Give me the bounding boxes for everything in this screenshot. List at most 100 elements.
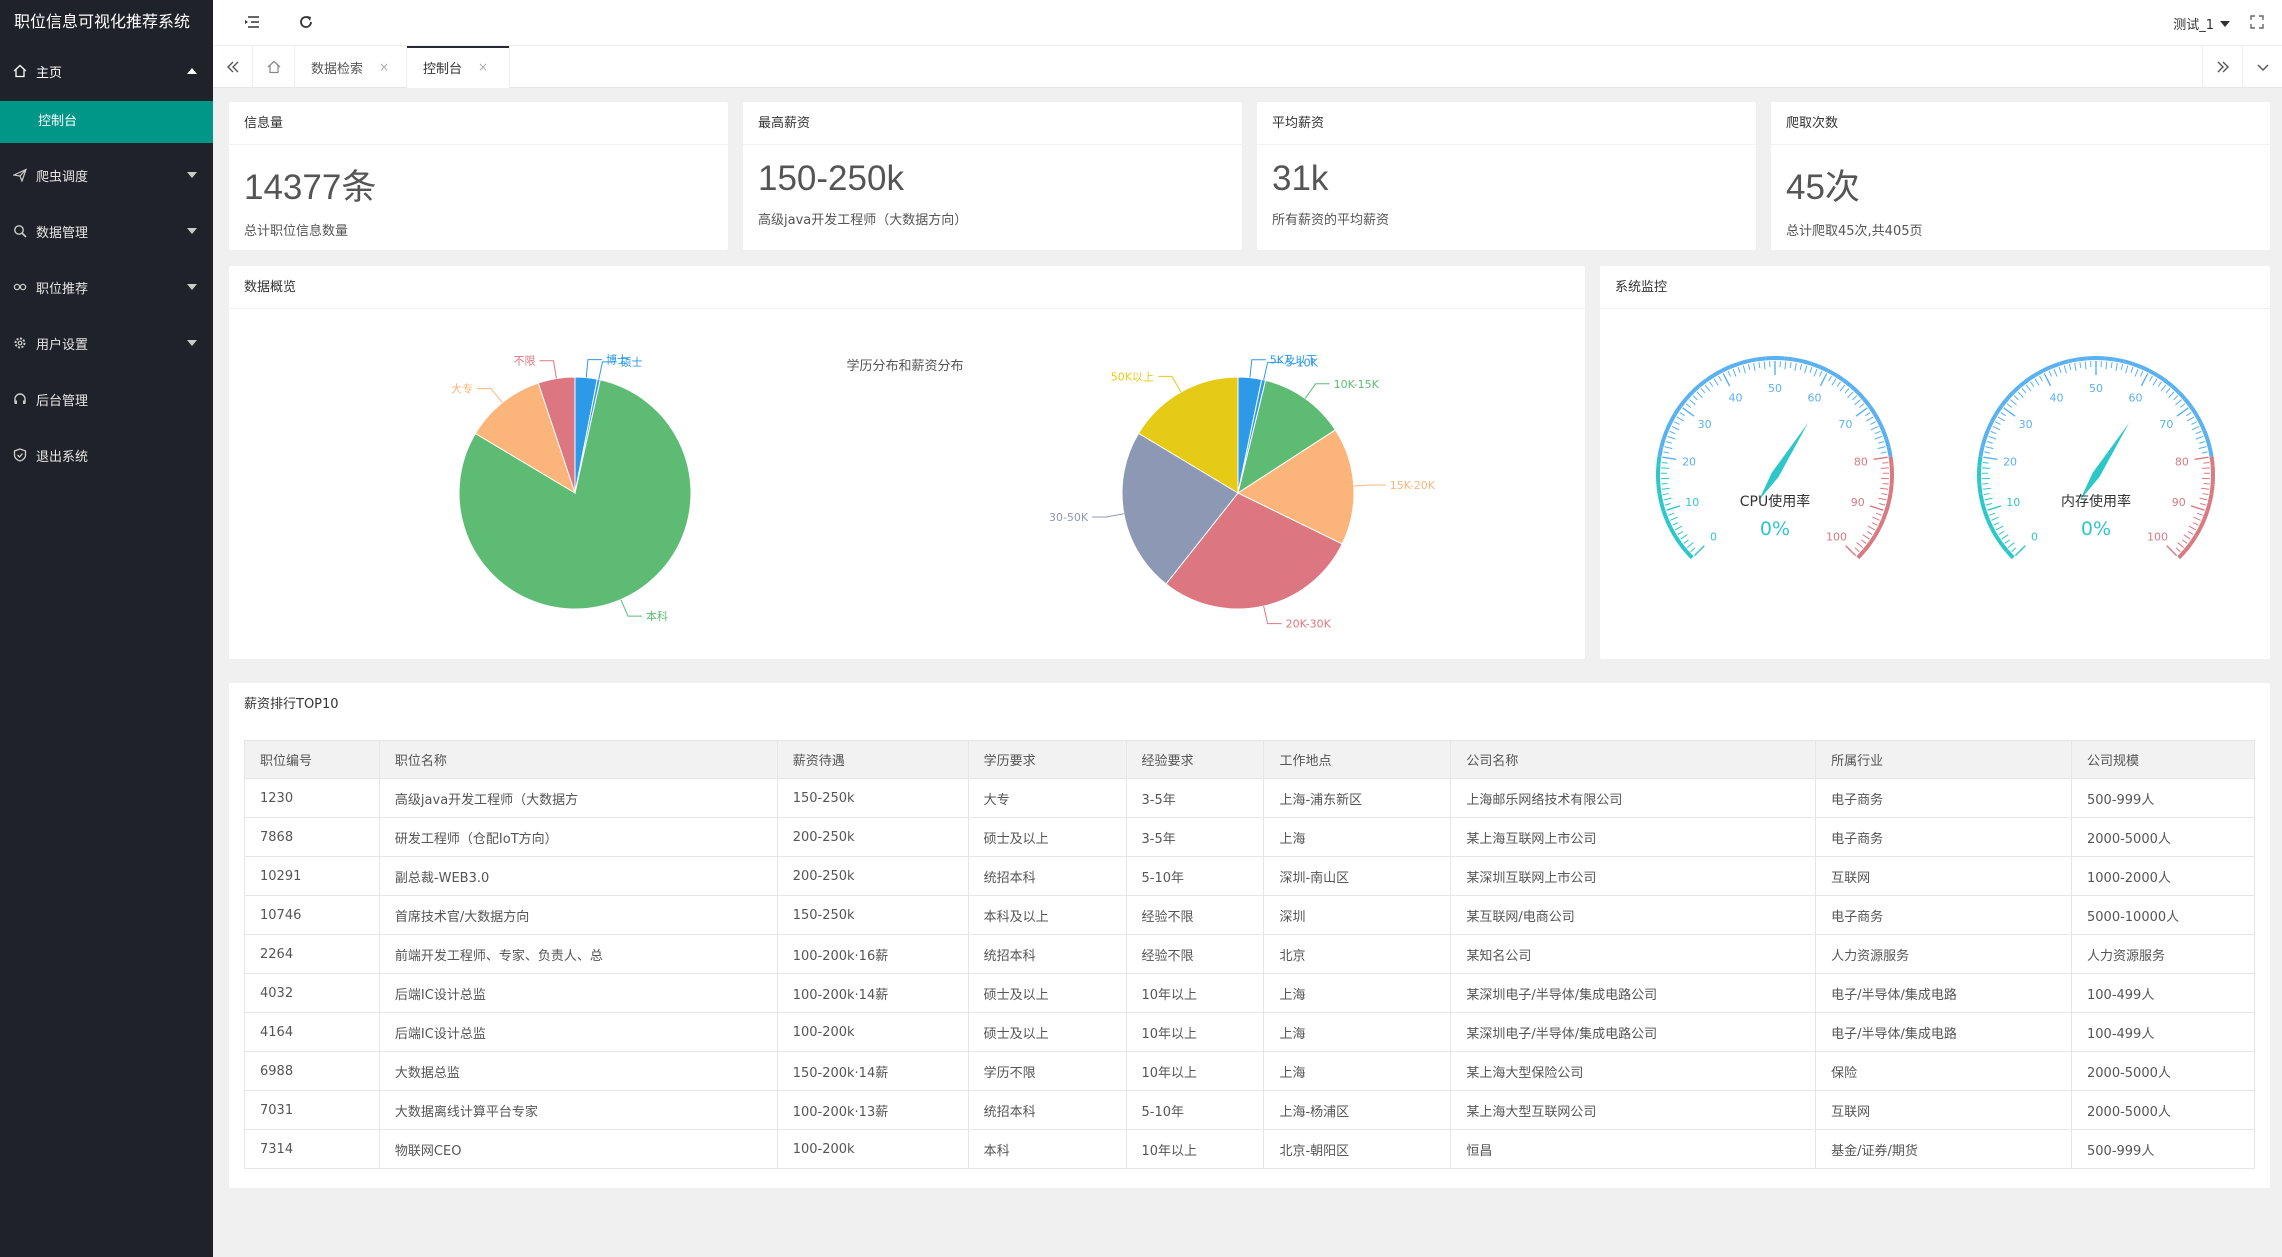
gauge-tick	[2034, 378, 2040, 386]
table-row[interactable]: 7314 物联网CEO 100-200k 本科 10年以上 北京-朝阳区 恒昌 基金/证券/期…	[244, 1129, 2255, 1169]
tab-console[interactable]: 控制台 ×	[407, 46, 510, 88]
gauge-arc-segment	[2183, 397, 2193, 408]
gauge-pointer	[1758, 422, 1809, 501]
user-menu[interactable]: 测试_1	[2173, 14, 2230, 33]
chevron-down-icon	[2257, 64, 2268, 71]
sidebar-item-admin[interactable]: 后台管理	[0, 371, 213, 427]
gauge-arc-segment	[1810, 361, 1821, 369]
table-cell: 上海邮乐网络技术有限公司	[1450, 778, 1817, 818]
sidebar-item-recommend[interactable]: 职位推荐	[0, 259, 213, 315]
gauge-tick	[1847, 391, 1854, 399]
table-cell: 4164	[244, 1012, 380, 1052]
pie-slice[interactable]	[1165, 492, 1343, 610]
table-row[interactable]: 4164 后端IC设计总监 100-200k 硕士及以上 10年以上 上海 某深圳电子/半导…	[244, 1012, 2255, 1052]
stat-title: 爬取次数	[1771, 102, 2270, 145]
table-cell: 北京	[1263, 934, 1452, 974]
gauge-tick-label: 30	[2019, 418, 2033, 431]
pie-slice[interactable]	[1121, 432, 1239, 585]
gauge-arc-segment	[1980, 438, 1987, 449]
sidebar: 职位信息可视化推荐系统 主页 控制台 爬虫调度 数据管理 职位推荐 用户设置	[0, 0, 213, 1257]
table-row[interactable]: 4032 后端IC设计总监 100-200k·14薪 硕士及以上 10年以上 上海 某深圳电…	[244, 973, 2255, 1013]
gauge-arc-segment	[2183, 542, 2193, 553]
pie-slice[interactable]	[537, 376, 576, 494]
gauge-arc-segment	[2139, 365, 2151, 373]
table-row[interactable]: 1230 高级java开发工程师（大数据方 150-250k 大专 3-5年 上海-浦东新…	[244, 778, 2255, 818]
sidebar-item-logout[interactable]: 退出系统	[0, 427, 213, 483]
tab-prev-button[interactable]	[213, 46, 253, 88]
tab-data-search[interactable]: 数据检索 ×	[295, 46, 407, 88]
chevron-down-icon	[187, 172, 197, 178]
sidebar-item-home[interactable]: 主页	[0, 43, 213, 99]
gauge-tick	[1985, 446, 1994, 450]
table-row[interactable]: 6988 大数据总监 150-200k·14薪 学历不限 10年以上 上海 某上海大型保险公…	[244, 1051, 2255, 1091]
gauge-tick	[1679, 411, 1686, 417]
gauge-tick	[1700, 387, 1706, 394]
refresh-icon[interactable]	[296, 12, 316, 32]
gauge-name: 内存使用率	[2061, 493, 2131, 510]
gauge-arc-segment	[1835, 373, 1845, 382]
tab-next-button[interactable]	[2202, 46, 2242, 88]
gauge-tick	[2194, 456, 2209, 461]
column-header: 职位编号	[244, 740, 380, 779]
gauge-arc-segment	[2068, 357, 2079, 364]
gauge-arc-segment	[1856, 390, 1866, 401]
fullscreen-icon[interactable]	[2247, 12, 2267, 32]
gauge-tick	[1983, 493, 1990, 496]
gauge-tick-label: 30	[1698, 418, 1712, 431]
table-cell: 500-999人	[2071, 1129, 2255, 1169]
pie-label-line	[1092, 513, 1124, 518]
sidebar-item-data[interactable]: 数据管理	[0, 203, 213, 259]
pie-slice[interactable]	[1237, 379, 1337, 495]
gauge-tick	[2202, 493, 2209, 496]
table-body: 1230 高级java开发工程师（大数据方 150-250k 大专 3-5年 上海-浦东新…	[244, 778, 2255, 1169]
close-icon[interactable]: ×	[379, 60, 390, 74]
table-row[interactable]: 2264 前端开发工程师、专家、负责人、总 100-200k·16薪 统招本科 经验不限…	[244, 934, 2255, 974]
gauge-tick	[2030, 381, 2035, 387]
gauge-tick	[1667, 435, 1676, 440]
gauge-arc-segment	[1986, 518, 1994, 530]
pie-slice[interactable]	[1236, 429, 1355, 545]
table-cell: 统招本科	[967, 934, 1127, 974]
pie-slice[interactable]	[458, 379, 692, 610]
table-cell: 7868	[244, 817, 380, 857]
table-row[interactable]: 7031 大数据离线计算平台专家 100-200k·13薪 统招本科 5-10年 上海-杨…	[244, 1090, 2255, 1130]
table-cell: 上海	[1263, 1012, 1452, 1052]
tab-label: 控制台	[423, 61, 463, 77]
gauge-tick	[1747, 364, 1751, 371]
table-cell: 硕士及以上	[967, 817, 1127, 857]
gauge-tick-label: 40	[1729, 391, 1743, 404]
sidebar-item-crawler[interactable]: 爬虫调度	[0, 147, 213, 203]
gauge-tick	[1881, 493, 1888, 496]
gauge-tick	[2200, 503, 2207, 506]
gauge-tick	[2003, 407, 2016, 417]
pie-slice[interactable]	[1137, 376, 1239, 494]
gauge-arc-segment	[1849, 384, 1860, 394]
stat-card-crawl-count: 爬取次数 45次 总计爬取45次,共405页	[1771, 102, 2270, 250]
chevron-down-icon	[187, 228, 197, 234]
gauge-tick	[1661, 461, 1668, 464]
sidebar-item-console[interactable]: 控制台	[0, 101, 213, 143]
tab-dropdown-button[interactable]	[2242, 46, 2282, 88]
gauge-tick	[1995, 421, 2001, 425]
gauge-tick	[2110, 362, 2113, 369]
gauge-tick	[1662, 456, 1677, 461]
gauge-arc-segment	[1986, 420, 1994, 432]
gauge-tick	[2013, 395, 2019, 401]
gauge-tick	[1727, 370, 1732, 377]
gauge-tick	[1809, 366, 1813, 373]
sidebar-item-user-settings[interactable]: 用户设置	[0, 315, 213, 371]
close-icon[interactable]: ×	[478, 60, 489, 74]
gauge-tick	[2105, 361, 2108, 370]
tab-home[interactable]	[253, 46, 295, 88]
gauge-tick	[2130, 366, 2134, 373]
home-icon	[12, 63, 28, 79]
table-cell: 上海	[1263, 1051, 1452, 1091]
pie-label: 硕士	[620, 356, 642, 369]
table-cell: 7314	[244, 1129, 380, 1169]
table-row[interactable]: 10746 首席技术官/大数据方向 150-250k 本科及以上 经验不限 深圳 某互联网/…	[244, 895, 2255, 935]
table-row[interactable]: 10291 副总裁-WEB3.0 200-250k 统招本科 5-10年 深圳-南山区 某深…	[244, 856, 2255, 896]
menu-fold-icon[interactable]	[242, 12, 262, 32]
table-cell: 恒昌	[1450, 1129, 1817, 1169]
table-row[interactable]: 7868 研发工程师（仓配IoT方向） 200-250k 硕士及以上 3-5年 上海 某上海…	[244, 817, 2255, 857]
gauge-tick	[1991, 516, 1999, 521]
